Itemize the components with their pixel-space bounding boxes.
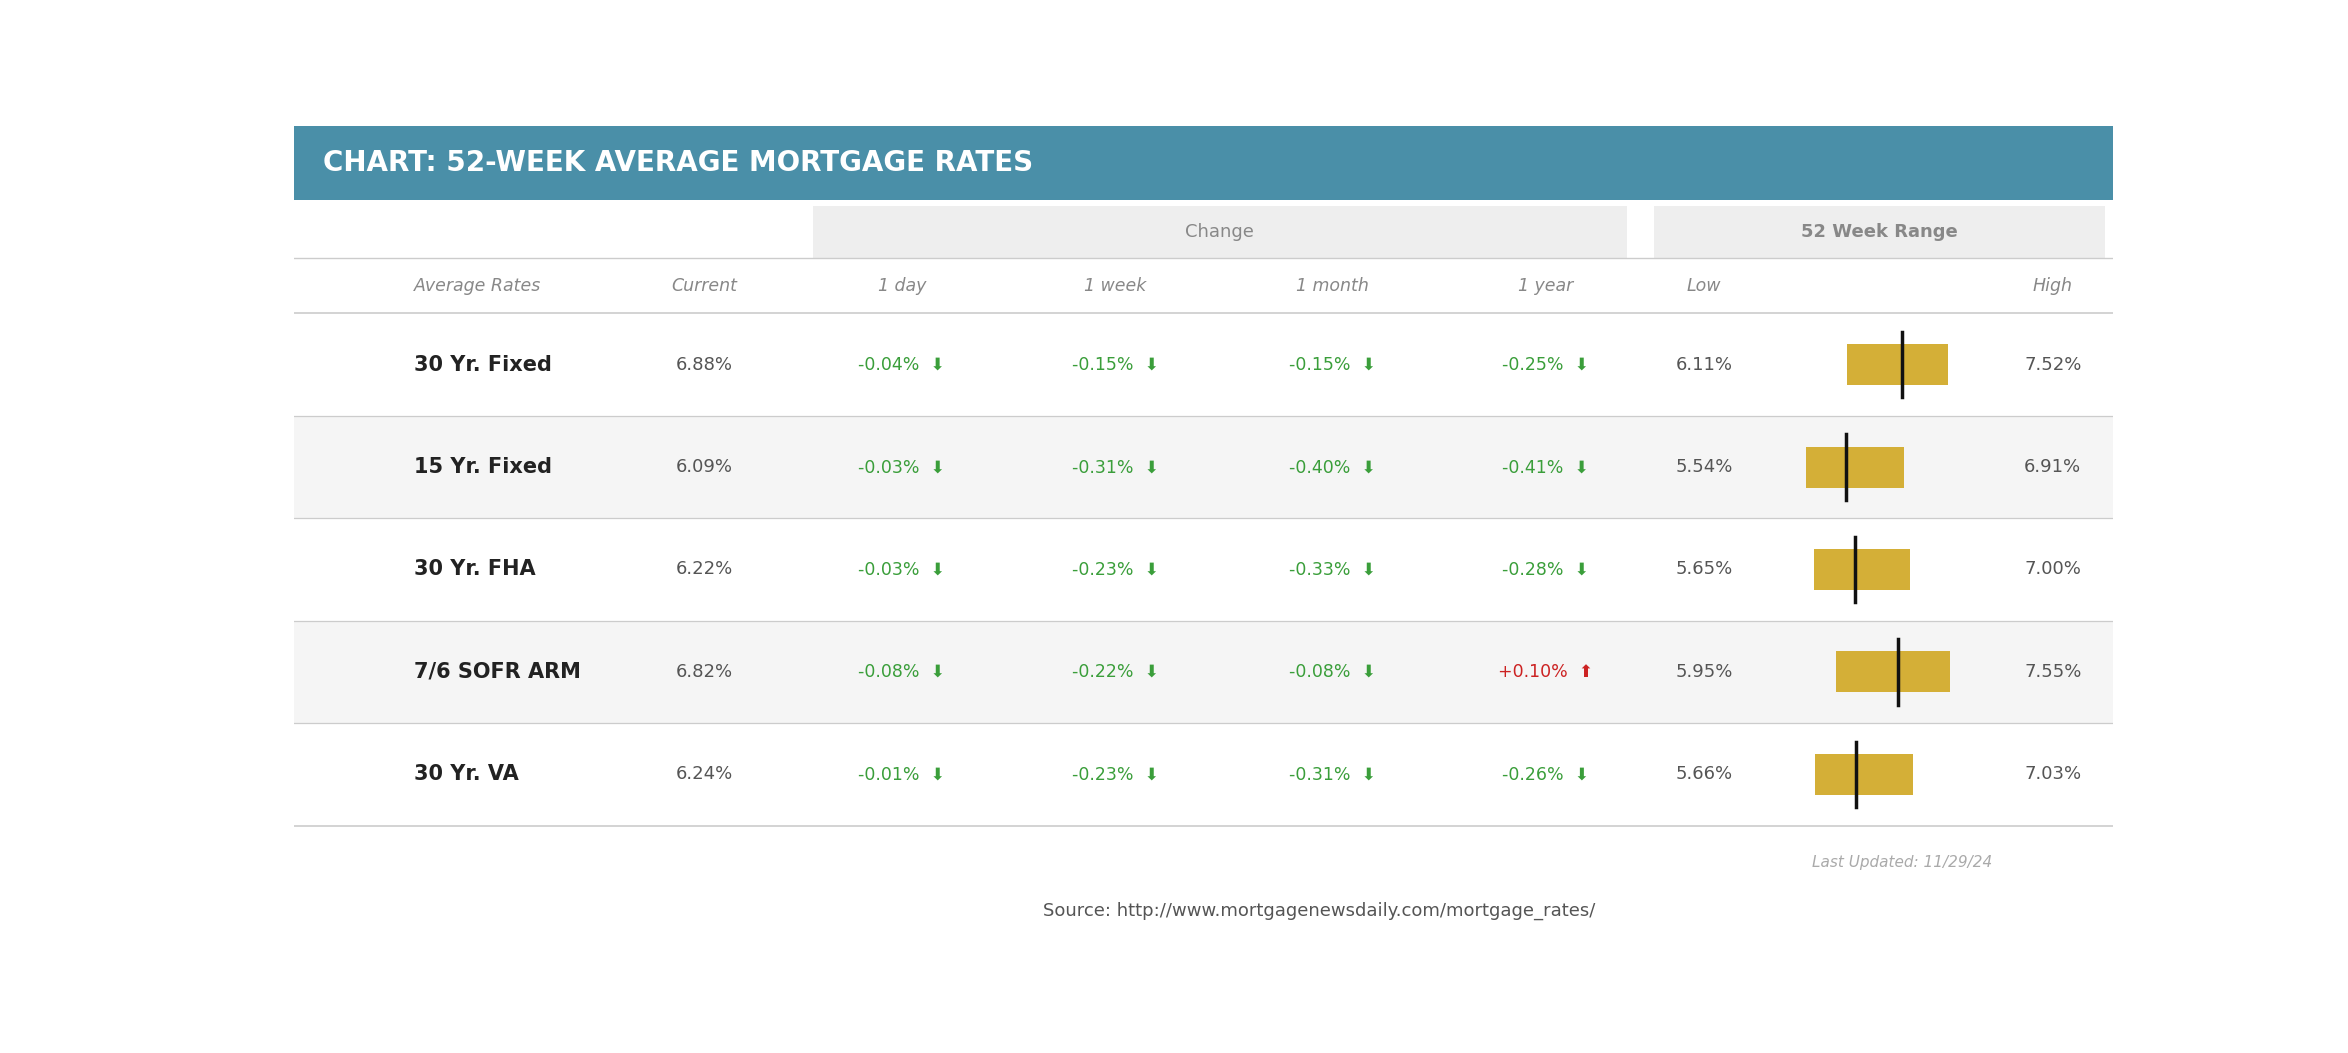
Text: 5.54%: 5.54% [1676,458,1733,476]
Text: Average Rates: Average Rates [413,277,540,295]
Text: -0.03%  ⬇: -0.03% ⬇ [859,560,946,578]
Text: -0.04%  ⬇: -0.04% ⬇ [859,356,946,374]
Text: Change: Change [1186,223,1254,241]
Bar [294,314,2113,416]
Text: -0.23%  ⬇: -0.23% ⬇ [1071,560,1158,578]
Bar [294,518,2113,620]
Text: 6.91%: 6.91% [2024,458,2080,476]
Text: -0.03%  ⬇: -0.03% ⬇ [859,458,946,476]
Text: -0.28%  ⬇: -0.28% ⬇ [1503,560,1590,578]
Text: Last Updated: 11/29/24: Last Updated: 11/29/24 [1813,855,1991,870]
Text: 1 week: 1 week [1085,277,1146,295]
Bar [1653,205,2106,258]
Text: 7/6 SOFR ARM: 7/6 SOFR ARM [413,662,580,682]
Text: -0.23%  ⬇: -0.23% ⬇ [1071,766,1158,783]
Text: +0.10%  ⬆: +0.10% ⬆ [1498,663,1592,681]
Text: -0.01%  ⬇: -0.01% ⬇ [859,766,946,783]
Text: 7.52%: 7.52% [2024,356,2080,374]
Text: 6.22%: 6.22% [676,560,733,578]
Text: -0.41%  ⬇: -0.41% ⬇ [1503,458,1590,476]
Text: -0.15%  ⬇: -0.15% ⬇ [1289,356,1376,374]
Bar [1815,754,1914,795]
Text: -0.40%  ⬇: -0.40% ⬇ [1289,458,1376,476]
Text: 6.11%: 6.11% [1676,356,1733,374]
Text: 1 day: 1 day [878,277,925,295]
Bar [294,126,2113,199]
Text: 15 Yr. Fixed: 15 Yr. Fixed [413,457,552,477]
Text: High: High [2033,277,2073,295]
Text: -0.25%  ⬇: -0.25% ⬇ [1503,356,1590,374]
Bar [294,620,2113,723]
Text: Source: http://www.mortgagenewsdaily.com/mortgage_rates/: Source: http://www.mortgagenewsdaily.com… [1043,902,1597,920]
Bar [812,205,1627,258]
Bar [1848,344,1946,385]
Text: 6.24%: 6.24% [676,766,733,783]
Text: 5.66%: 5.66% [1676,766,1733,783]
Text: 6.88%: 6.88% [676,356,733,374]
Text: -0.31%  ⬇: -0.31% ⬇ [1071,458,1158,476]
Text: 7.55%: 7.55% [2024,663,2080,681]
Bar [1815,549,1911,590]
Text: 5.65%: 5.65% [1676,560,1733,578]
Text: -0.22%  ⬇: -0.22% ⬇ [1071,663,1158,681]
Text: 6.82%: 6.82% [676,663,733,681]
Bar [294,416,2113,518]
Text: -0.31%  ⬇: -0.31% ⬇ [1289,766,1376,783]
Text: Current: Current [672,277,737,295]
Text: 5.95%: 5.95% [1676,663,1733,681]
Text: -0.08%  ⬇: -0.08% ⬇ [1289,663,1376,681]
Text: 52 Week Range: 52 Week Range [1801,223,1958,241]
Text: -0.08%  ⬇: -0.08% ⬇ [859,663,946,681]
Text: 1 year: 1 year [1517,277,1573,295]
Text: 30 Yr. FHA: 30 Yr. FHA [413,559,535,579]
Text: 7.00%: 7.00% [2024,560,2080,578]
Text: CHART: 52-WEEK AVERAGE MORTGAGE RATES: CHART: 52-WEEK AVERAGE MORTGAGE RATES [324,148,1033,177]
Text: 30 Yr. Fixed: 30 Yr. Fixed [413,355,552,375]
Bar [1806,446,1904,488]
Text: -0.33%  ⬇: -0.33% ⬇ [1289,560,1376,578]
Text: -0.15%  ⬇: -0.15% ⬇ [1071,356,1158,374]
Text: 7.03%: 7.03% [2024,766,2080,783]
Text: 30 Yr. VA: 30 Yr. VA [413,764,519,784]
Bar [1836,652,1949,693]
Text: 6.09%: 6.09% [676,458,733,476]
Bar [294,723,2113,826]
Text: -0.26%  ⬇: -0.26% ⬇ [1503,766,1590,783]
Text: 1 month: 1 month [1296,277,1369,295]
Text: Low: Low [1686,277,1721,295]
